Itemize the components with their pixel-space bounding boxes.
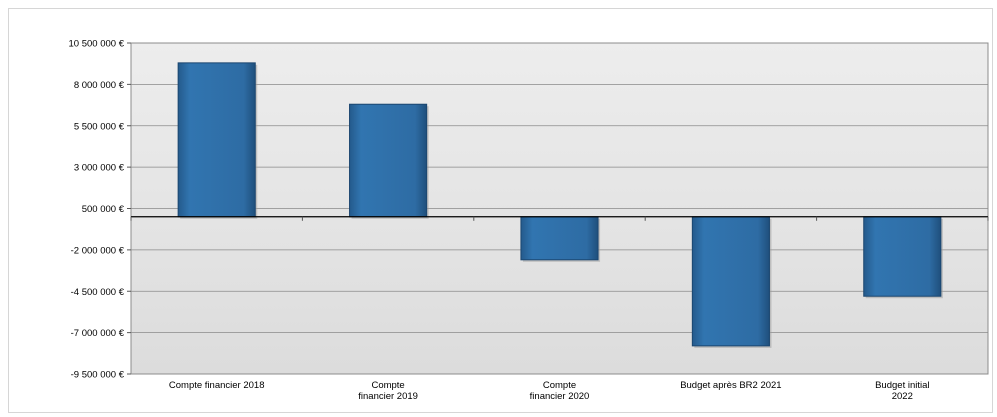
bar-1 <box>177 62 256 218</box>
bar-2 <box>349 103 428 218</box>
bar-4 <box>691 216 770 347</box>
x-category-label: Compte financier 2018 <box>169 380 265 391</box>
y-tick-label: -9 500 000 € <box>71 370 125 381</box>
y-axis: -9 500 000 € -7 000 000 € -4 500 000 € -2 0… <box>69 39 131 381</box>
bars <box>177 62 943 348</box>
y-tick-label: -7 000 000 € <box>71 328 125 339</box>
bar-5 <box>863 216 942 297</box>
x-category-label: Compte financier 2020 <box>530 380 590 402</box>
y-tick-label: 8 000 000 € <box>74 80 125 91</box>
gridlines <box>131 83 988 334</box>
y-tick-label: 10 500 000 € <box>69 39 125 50</box>
bar-3 <box>520 216 599 261</box>
x-axis: Compte financier 2018 Compte financier 201… <box>130 216 989 402</box>
bar-chart: -9 500 000 € -7 000 000 € -4 500 000 € -2 0… <box>69 39 989 402</box>
x-category-label: Compte financier 2019 <box>358 380 418 402</box>
y-tick-label: 5 500 000 € <box>74 121 125 132</box>
y-tick-label: -4 500 000 € <box>71 287 125 298</box>
y-tick-label: 3 000 000 € <box>74 163 125 174</box>
y-tick-label: 500 000 € <box>82 204 125 215</box>
y-tick-label: -2 000 000 € <box>71 245 125 256</box>
chart-frame: -9 500 000 € -7 000 000 € -4 500 000 € -2 0… <box>8 8 993 413</box>
x-category-label: Budget initial 2022 <box>875 380 929 402</box>
x-category-label: Budget après BR2 2021 <box>680 380 781 391</box>
